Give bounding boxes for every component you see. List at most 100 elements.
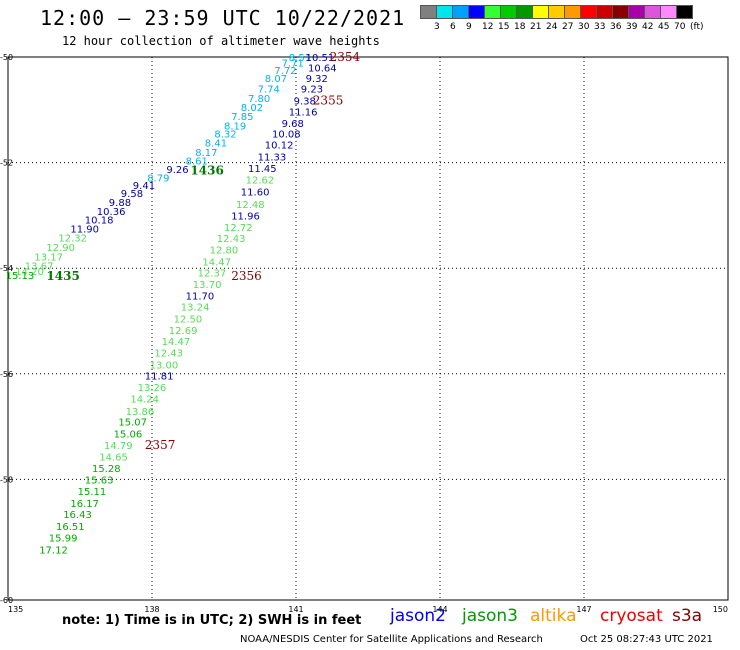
- plot-frame: [7, 56, 729, 601]
- swh-value-label: 8.51: [289, 53, 311, 64]
- swh-value-label: 15.28: [92, 464, 121, 475]
- swh-value-label: 11.45: [248, 164, 277, 175]
- swh-value-label: 13.26: [138, 383, 167, 394]
- pass-time-label: 2357: [145, 438, 176, 452]
- swh-value-label: 12.43: [217, 234, 246, 245]
- swh-value-label: 14.24: [130, 395, 159, 406]
- pass-time-label: 1435: [46, 269, 79, 283]
- legend-label: 70: [674, 22, 686, 32]
- swh-value-label: 11.33: [258, 152, 287, 163]
- color-legend: 3 6 9 12 15 18 21 24 27 30 33 36 39 42 45 70 (ft): [420, 4, 704, 32]
- swh-value-label: 15.99: [49, 533, 78, 544]
- swh-value-label: 16.43: [63, 510, 92, 521]
- swh-value-label: 12.90: [46, 243, 75, 254]
- swh-value-label: 12.50: [174, 314, 203, 325]
- longitude-tick-label: 138: [144, 605, 159, 614]
- swh-value-label: 8.17: [195, 148, 217, 159]
- swh-value-label: 7.85: [231, 112, 253, 123]
- swh-value-label: 15.06: [114, 429, 143, 440]
- map-subtitle: 12 hour collection of altimeter wave hei…: [62, 34, 380, 48]
- legend-label: 18: [514, 22, 526, 32]
- map-note: note: 1) Time is in UTC; 2) SWH is in fe…: [62, 613, 362, 628]
- swh-value-label: 9.32: [306, 74, 328, 85]
- swh-value-label: 10.08: [272, 130, 301, 141]
- swh-value-label: 8.32: [214, 130, 236, 141]
- legend-label: 42: [642, 22, 654, 32]
- legend-label: 3: [434, 22, 440, 32]
- satellite-jason3: jason3: [462, 606, 518, 626]
- latitude-tick-label: -50: [0, 53, 13, 62]
- swh-value-label: 13.00: [150, 360, 179, 371]
- latitude-tick-label: -52: [0, 159, 13, 168]
- swh-value-label: 13.86: [126, 407, 155, 418]
- swh-value-label: 9.26: [166, 165, 188, 176]
- longitude-tick-label: 150: [713, 605, 728, 614]
- swh-value-label: 15.11: [78, 487, 107, 498]
- swh-value-label: 11.81: [145, 371, 174, 382]
- swh-value-label: 9.88: [109, 198, 131, 209]
- swh-value-label: 8.41: [205, 139, 227, 150]
- swh-value-label: 16.51: [56, 522, 85, 533]
- swh-value-label: 10.18: [85, 216, 114, 227]
- swh-value-label: 12.62: [246, 175, 275, 186]
- swh-value-label: 12.72: [224, 223, 253, 234]
- pass-time-labels: 2354 2355 1436 2356 1435 2357: [46, 50, 360, 452]
- swh-value-label: 15.63: [85, 475, 114, 486]
- swh-value-label: 15.07: [118, 417, 147, 428]
- longitude-tick-label: 147: [576, 605, 591, 614]
- swh-value-label: 9.68: [282, 119, 304, 130]
- swh-value-label: 13.67: [25, 262, 54, 273]
- pass-time-label: 2356: [231, 269, 262, 283]
- legend-label: 12: [482, 22, 494, 32]
- swh-value-label: 8.19: [224, 122, 246, 133]
- swh-value-label: 10.64: [308, 64, 337, 75]
- legend-label: 30: [578, 22, 590, 32]
- latitude-tick-label: -58: [0, 475, 13, 484]
- swh-value-label: 7.80: [248, 94, 270, 105]
- latitude-tick-label: -54: [0, 264, 13, 273]
- legend-label: 24: [546, 22, 558, 32]
- swh-value-label: 9.23: [301, 85, 323, 96]
- map-title: 12:00 — 23:59 UTC 10/22/2021: [40, 6, 406, 30]
- swh-value-label: 8.02: [241, 103, 263, 114]
- legend-label: 33: [594, 22, 606, 32]
- pass-time-label: 1436: [190, 164, 223, 178]
- satellite-jason2: jason2: [390, 606, 446, 626]
- swh-value-label: 7.74: [258, 85, 280, 96]
- swh-value-label: 13.24: [181, 303, 210, 314]
- swh-value-label: 7.72: [274, 66, 296, 77]
- swh-value-label: 12.43: [154, 349, 183, 360]
- lat-lon-grid: [8, 57, 728, 600]
- longitude-tick-label: 144: [432, 605, 447, 614]
- satellite-s3a: s3a: [672, 606, 703, 626]
- longitude-tick-label: 135: [8, 605, 23, 614]
- swh-value-label: 11.96: [231, 211, 260, 222]
- swh-value-label: 16.17: [70, 499, 99, 510]
- swh-value-label: 14.47: [162, 337, 191, 348]
- satellite-altika: altika: [530, 606, 577, 626]
- legend-label: 9: [466, 22, 472, 32]
- swh-value-label: 14.65: [99, 453, 128, 464]
- legend-label: 21: [530, 22, 542, 32]
- pass-time-label: 2354: [330, 50, 361, 64]
- swh-value-label: 9.58: [121, 189, 143, 200]
- swh-value-label: 12.37: [198, 268, 227, 279]
- legend-label: 39: [626, 22, 638, 32]
- swh-value-label: 11.60: [241, 188, 270, 199]
- swh-value-label: 13.70: [193, 280, 222, 291]
- swh-value-label: 13.17: [34, 253, 63, 264]
- swh-value-label: 12.48: [236, 200, 265, 211]
- axis-tick-labels: 135 138 141 144 147 150 -50 -52 -54 -56 -58 -60: [0, 53, 728, 614]
- legend-label: 45: [658, 22, 670, 32]
- pass-time-label: 2355: [313, 93, 344, 107]
- swh-value-label: 8.07: [265, 74, 287, 85]
- legend-label: 6: [450, 22, 456, 32]
- swh-value-label: 8.61: [186, 156, 208, 167]
- swh-value-label: 15.13: [6, 271, 35, 282]
- satellite-cryosat: cryosat: [600, 606, 663, 626]
- swh-value-label: 14.20: [15, 267, 44, 278]
- credit-text: NOAA/NESDIS Center for Satellite Applica…: [240, 634, 543, 645]
